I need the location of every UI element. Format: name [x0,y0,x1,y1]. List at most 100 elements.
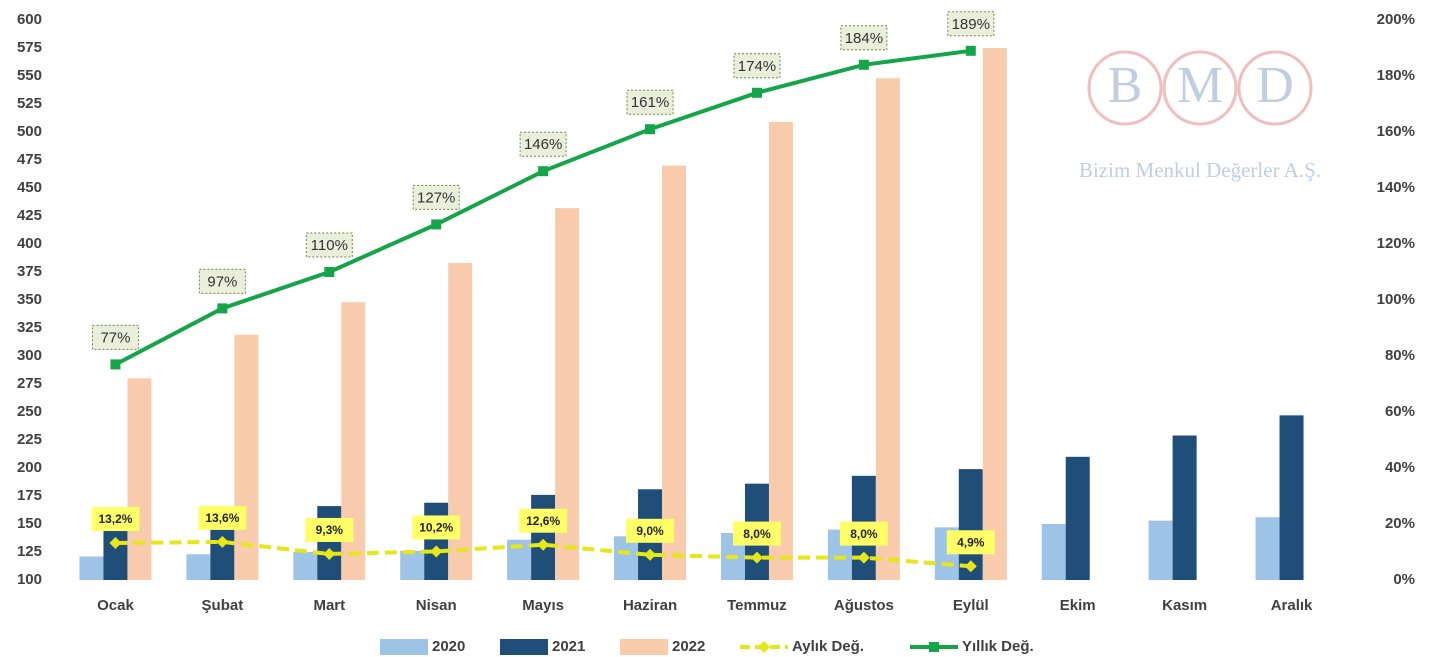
data-label-box [198,268,246,294]
marker [750,551,763,564]
legend-label: Aylık Değ. [792,638,864,655]
data-label: 4,9% [946,530,995,555]
bar [614,536,639,580]
y2-tick-label: 140% [1377,179,1415,196]
y-tick-label: 300 [17,347,42,364]
marker [965,45,976,56]
marker [537,538,550,551]
data-label-box [91,324,139,350]
marker [858,59,869,70]
data-label: 97% [198,268,246,294]
y2-tick-label: 100% [1377,291,1415,308]
bar [1041,524,1066,580]
legend-label: 2020 [432,638,465,655]
y-tick-label: 450 [17,179,42,196]
data-label-text: 110% [311,237,348,254]
data-label-text: 8,0% [850,527,878,541]
data-label-text: 146% [524,136,562,153]
data-label: 12,6% [519,508,568,533]
y-tick-label: 125 [17,543,42,560]
marker [857,551,870,564]
data-label: 8,0% [732,521,781,546]
legend-marker [758,641,770,653]
y-tick-label: 550 [17,67,42,84]
data-label-box [732,521,781,546]
marker [110,359,121,370]
bar [1172,435,1197,580]
bar [662,165,687,580]
bar [79,556,104,580]
bar [424,502,449,580]
data-label-text: 77% [100,329,130,346]
data-label-box [733,53,781,79]
bar [317,506,342,580]
watermark: B M D Bizim Menkul Değerler A.Ş. [1079,50,1321,182]
bar [127,378,152,580]
x-tick-label: Ekim [1060,597,1096,614]
bar [875,78,900,581]
marker [216,535,229,548]
data-label-text: 9,0% [636,524,664,538]
y2-tick-label: 200% [1377,11,1415,28]
marker [109,537,122,550]
data-label: 9,0% [626,518,675,543]
bar [293,552,318,580]
x-tick-label: Eylül [953,597,989,614]
bar [1255,517,1280,580]
y-tick-label: 575 [17,39,42,56]
data-label-box [840,25,888,51]
legend-swatch [380,639,428,655]
data-label-box [412,515,461,540]
x-tick-label: Temmuz [727,597,787,614]
marker [644,548,657,561]
data-label-text: 184% [845,30,883,47]
legend-label: Yıllık Değ. [962,638,1034,655]
x-tick-label: Şubat [202,597,244,614]
data-label-box [305,232,353,258]
legend: 2020 2021 2022 Aylık Değ. Yıllık Değ. [380,638,1034,655]
y-tick-label: 525 [17,95,42,112]
y2-tick-label: 80% [1385,347,1415,364]
data-label: 184% [840,25,888,51]
marker [431,219,442,230]
legend-swatch [620,639,668,655]
y-tick-label: 150 [17,515,42,532]
logo-ring [1087,50,1163,126]
data-label-box [626,89,674,115]
marker [751,87,762,98]
bar [1279,415,1304,580]
y2-tick-label: 40% [1385,459,1415,476]
logo-ring [1237,50,1313,126]
bar [186,554,211,580]
data-label-text: 161% [631,94,669,111]
data-label: 161% [626,89,674,115]
y-tick-label: 475 [17,151,42,168]
marker [645,124,656,135]
data-label-box [947,11,995,37]
legend-label: 2022 [672,638,705,655]
bar [1065,456,1090,580]
data-label-text: 9,3% [316,523,344,537]
legend-swatch [500,639,548,655]
data-label-box [519,508,568,533]
y-tick-label: 325 [17,319,42,336]
marker [538,166,549,177]
y-tick-label: 600 [17,11,42,28]
logo-company: Bizim Menkul Değerler A.Ş. [1079,158,1321,182]
y2-tick-label: 0% [1393,571,1415,588]
y-tick-label: 225 [17,431,42,448]
data-label-box [412,184,460,210]
y-tick-label: 400 [17,235,42,252]
y2-tick-label: 180% [1377,67,1415,84]
marker [217,303,228,314]
y-tick-label: 200 [17,459,42,476]
data-label-box [626,518,675,543]
y-tick-label: 275 [17,375,42,392]
bar [982,48,1007,580]
y-tick-label: 100 [17,571,42,588]
data-label-text: 13,2% [98,512,132,526]
data-label: 146% [519,131,567,157]
data-label: 13,2% [91,507,140,532]
data-label-text: 10,2% [419,521,453,535]
